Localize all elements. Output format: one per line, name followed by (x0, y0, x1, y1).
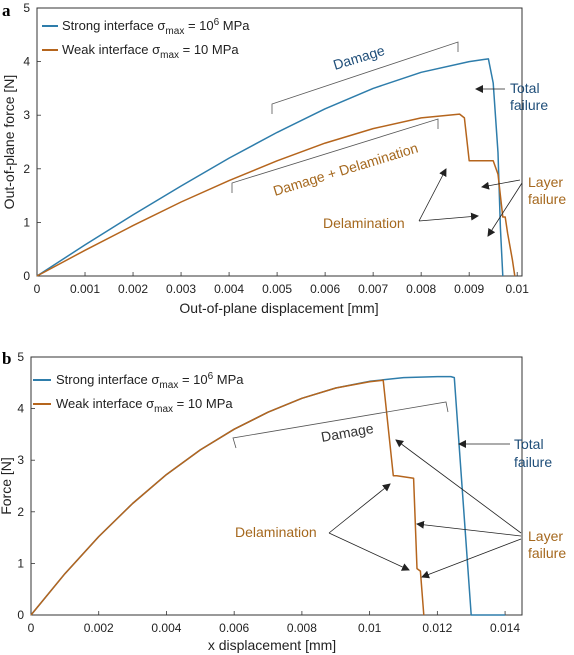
x-tick-label-a: 0.007 (358, 282, 388, 296)
panel-b: b 0 0.002 0.004 0.006 0.008 0.01 0.012 0.014 0 1 2… (0, 349, 566, 653)
delamination-label-b: Delamination (235, 524, 317, 540)
panel-a: a 0 0.001 0.002 0.003 0.004 0.005 0.006 0.007 0.… (1, 1, 566, 316)
damage-label-b: Damage (320, 420, 375, 445)
y-tick-label-b: 5 (17, 350, 24, 364)
x-tick-label-a: 0.004 (214, 282, 244, 296)
legend-b: Strong interface σmax = 106 MPa Weak int… (33, 371, 244, 415)
legend-b-strong-label: Strong interface σmax = 106 MPa (56, 371, 244, 391)
series-a (36, 58, 516, 277)
ticks-a: 0 0.001 0.002 0.003 0.004 0.005 0.006 0.007 0.00… (23, 1, 529, 296)
series-line-a-strong (36, 58, 504, 277)
layer-failure-label-b-line1: Layer (528, 528, 563, 544)
x-tick-label-b: 0.01 (358, 621, 382, 635)
series-line-b-weak (30, 379, 425, 616)
y-tick-label-a: 5 (23, 1, 30, 15)
x-tick-label-a: 0.005 (262, 282, 292, 296)
y-tick-label-a: 1 (23, 215, 30, 229)
y-tick-label-b: 0 (17, 608, 24, 622)
x-tick-label-a: 0 (34, 282, 41, 296)
legend-a-weak-label: Weak interface σmax = 10 MPa (62, 42, 239, 61)
damage-delamination-bracket-a (231, 118, 439, 193)
y-axis-label-a: Out-of-plane force [N] (1, 75, 17, 210)
x-axis-label-b: x displacement [mm] (208, 637, 336, 653)
panel-label-b: b (2, 349, 11, 368)
legend-a: Strong interface σmax = 106 MPa Weak int… (42, 17, 250, 61)
x-tick-label-a: 0.006 (310, 282, 340, 296)
layer-failure-label-a-line1: Layer (528, 174, 563, 190)
total-failure-label-b-line1: Total (514, 436, 544, 452)
x-tick-label-a: 0.003 (166, 282, 196, 296)
plot-frame-a (36, 7, 523, 277)
y-tick-label-b: 4 (17, 402, 24, 416)
damage-delamination-label-a: Damage + Delamination (271, 140, 420, 199)
x-tick-label-b: 0.004 (151, 621, 181, 635)
x-tick-label-b: 0.012 (422, 621, 452, 635)
y-tick-label-b: 3 (17, 453, 24, 467)
y-tick-label-b: 2 (17, 505, 24, 519)
y-axis-label-b: Force [N] (0, 457, 14, 515)
damage-bracket-b (232, 401, 449, 449)
delamination-arrow-a1 (418, 168, 447, 222)
total-failure-label-b-line2: failure (514, 454, 552, 470)
x-tick-label-b: 0 (28, 621, 35, 635)
series-line-a-weak (36, 113, 516, 277)
delamination-arrow-b1 (328, 483, 391, 534)
delamination-arrow-a2 (418, 212, 479, 222)
x-tick-label-a: 0.01 (506, 282, 530, 296)
x-tick-label-b: 0.008 (287, 621, 317, 635)
x-tick-label-a: 0.001 (70, 282, 100, 296)
layer-failure-arrow-b1 (395, 439, 522, 534)
ticks-b: 0 0.002 0.004 0.006 0.008 0.01 0.012 0.014 0 1 2 3 4… (17, 350, 520, 635)
panel-label-a: a (2, 1, 11, 20)
x-axis-label-a: Out-of-plane displacement [mm] (179, 300, 378, 316)
layer-failure-arrow-a2 (481, 179, 521, 190)
damage-bracket-a (271, 41, 459, 114)
y-tick-label-a: 4 (23, 55, 30, 69)
layer-failure-label-a-line2: failure (528, 191, 566, 207)
y-tick-label-a: 0 (23, 269, 30, 283)
plot-frame-b (30, 356, 523, 616)
total-failure-label-a-line1: Total (510, 80, 540, 96)
y-tick-label-a: 3 (23, 108, 30, 122)
x-tick-label-a: 0.009 (454, 282, 484, 296)
total-failure-label-a-line2: failure (510, 97, 548, 113)
y-tick-label-a: 2 (23, 162, 30, 176)
legend-a-strong-label: Strong interface σmax = 106 MPa (62, 17, 250, 37)
layer-failure-label-b-line2: failure (528, 545, 566, 561)
x-tick-label-b: 0.006 (219, 621, 249, 635)
x-tick-label-b: 0.014 (490, 621, 520, 635)
y-tick-label-b: 1 (17, 556, 24, 570)
legend-b-weak-label: Weak interface σmax = 10 MPa (56, 396, 233, 415)
series-b (30, 375, 506, 616)
x-tick-label-a: 0.008 (406, 282, 436, 296)
layer-failure-arrow-b2 (416, 520, 522, 537)
x-tick-label-b: 0.002 (84, 621, 114, 635)
layer-failure-arrow-a1 (487, 182, 523, 237)
layer-failure-arrow-b3 (421, 538, 522, 579)
delamination-arrow-b2 (328, 532, 410, 571)
x-tick-label-a: 0.002 (118, 282, 148, 296)
delamination-label-a: Delamination (323, 215, 405, 231)
